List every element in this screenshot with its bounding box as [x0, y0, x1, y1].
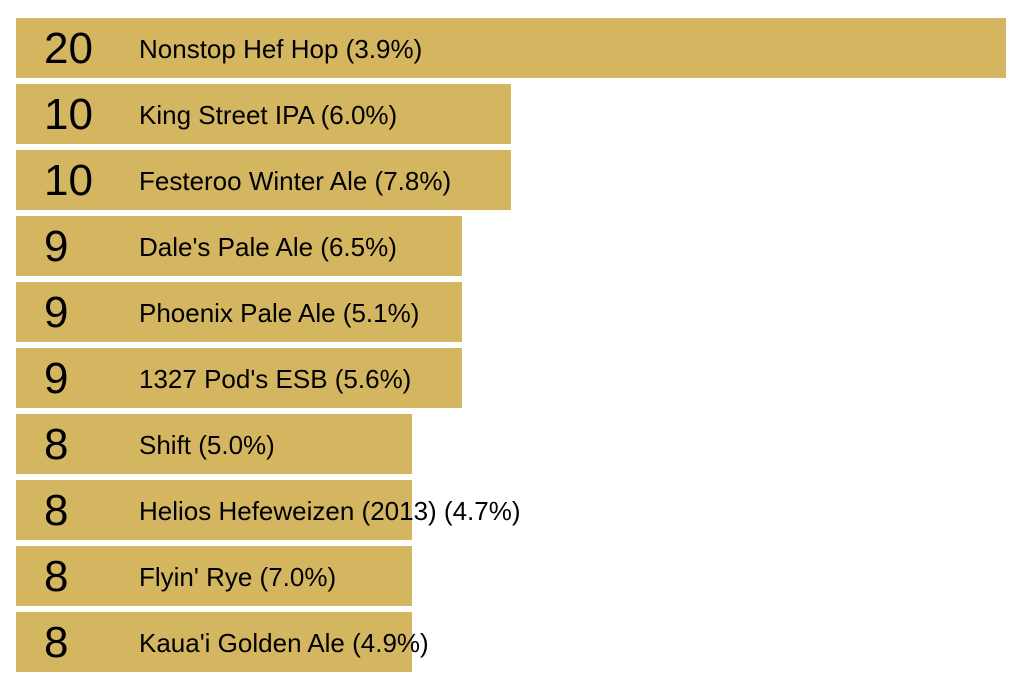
bar-category-label: Shift (5.0%) — [139, 430, 275, 460]
bar-category-label: King Street IPA (6.0%) — [139, 100, 398, 130]
bar — [16, 480, 412, 540]
bar-category-label: Helios Hefeweizen (2013) (4.7%) — [139, 496, 521, 526]
bar-value-label: 20 — [44, 24, 93, 73]
bar-value-label: 8 — [44, 552, 69, 601]
bar-category-label: Festeroo Winter Ale (7.8%) — [139, 166, 452, 196]
bar-value-label: 8 — [44, 486, 69, 535]
bar-category-label: Phoenix Pale Ale (5.1%) — [139, 298, 420, 328]
bar-category-label: Nonstop Hef Hop (3.9%) — [139, 34, 423, 64]
bar-value-label: 8 — [44, 420, 69, 469]
bar-category-label: Flyin' Rye (7.0%) — [139, 562, 337, 592]
bar-category-label: Dale's Pale Ale (6.5%) — [139, 232, 397, 262]
bar — [16, 414, 412, 474]
bar-value-label: 9 — [44, 288, 69, 337]
bar — [16, 348, 462, 408]
bar — [16, 612, 412, 672]
bar-value-label: 10 — [44, 156, 93, 205]
bar — [16, 18, 1006, 78]
bar-category-label: 1327 Pod's ESB (5.6%) — [139, 364, 412, 394]
bar-value-label: 9 — [44, 354, 69, 403]
bar — [16, 546, 412, 606]
bar-value-label: 9 — [44, 222, 69, 271]
bar — [16, 84, 511, 144]
bar-value-label: 10 — [44, 90, 93, 139]
bar-value-label: 8 — [44, 618, 69, 667]
bar — [16, 150, 511, 210]
bar — [16, 216, 462, 276]
bar-category-label: Kaua'i Golden Ale (4.9%) — [139, 628, 429, 658]
bar — [16, 282, 462, 342]
